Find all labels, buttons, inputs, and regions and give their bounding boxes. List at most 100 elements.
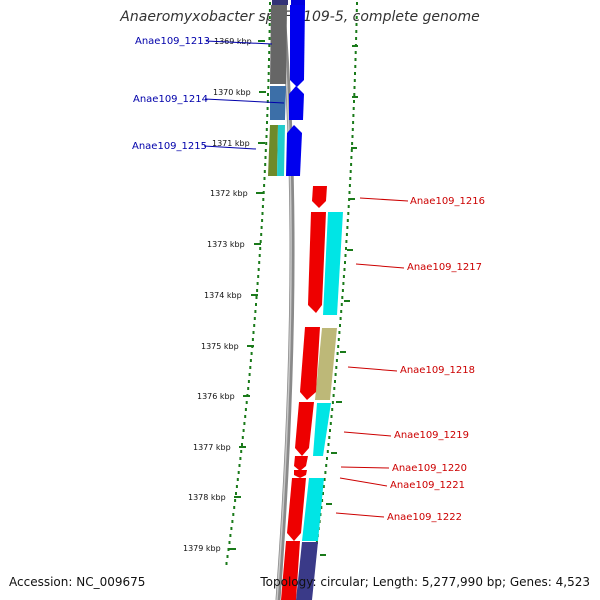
ring-dot bbox=[353, 86, 356, 89]
ring-dot bbox=[342, 275, 345, 278]
gene-arrow-1219[interactable] bbox=[295, 402, 314, 456]
ring-dot bbox=[334, 380, 336, 383]
kbp-label: 1378 kbp bbox=[188, 493, 226, 502]
kbp-label: 1376 kbp bbox=[197, 392, 235, 401]
kbp-label: 1372 kbp bbox=[210, 189, 248, 198]
gene-label-1213[interactable]: Anae109_1213 bbox=[135, 36, 210, 47]
ring-dot bbox=[331, 401, 334, 404]
ring-dot bbox=[350, 163, 353, 166]
ring-dot bbox=[324, 471, 327, 474]
ring-dot bbox=[228, 541, 231, 544]
cog-track bbox=[268, 5, 343, 600]
ring-dot bbox=[235, 485, 238, 488]
gene-labels-left: Anae109_1213 Anae109_1214 Anae109_1215 bbox=[132, 36, 285, 152]
ring-dot bbox=[255, 303, 257, 306]
forward-feature-top bbox=[272, 0, 305, 5]
ring-dot bbox=[355, 23, 358, 26]
ring-dot bbox=[335, 359, 338, 362]
gene-label-1216[interactable]: Anae109_1216 bbox=[410, 196, 485, 207]
ring-dot bbox=[257, 268, 260, 271]
ring-dot bbox=[323, 478, 326, 481]
ring-dot bbox=[348, 191, 351, 194]
ring-dot bbox=[345, 240, 348, 243]
ring-dot bbox=[268, 16, 271, 19]
kbp-label: 1374 kbp bbox=[204, 291, 242, 300]
ring-dot bbox=[355, 30, 358, 33]
ring-dot bbox=[264, 149, 267, 152]
ring-dot bbox=[253, 324, 256, 327]
ring-dot bbox=[330, 415, 333, 418]
ring-dot bbox=[355, 16, 358, 19]
ring-dot bbox=[248, 373, 251, 376]
gene-label-1220[interactable]: Anae109_1220 bbox=[392, 463, 467, 474]
ring-dot bbox=[261, 205, 264, 208]
ring-dot bbox=[337, 345, 340, 348]
ring-dot bbox=[338, 331, 341, 334]
gene-arrow-next bbox=[281, 541, 300, 600]
ring-dot bbox=[257, 275, 260, 278]
ring-dot bbox=[267, 65, 270, 68]
ring-dot bbox=[265, 142, 268, 145]
ring-dot bbox=[331, 408, 334, 411]
ring-dot bbox=[256, 282, 259, 285]
ring-dot bbox=[233, 506, 236, 509]
ring-dot bbox=[356, 2, 358, 5]
ring-dot bbox=[258, 254, 261, 257]
ring-dot bbox=[236, 478, 239, 481]
ring-dot bbox=[332, 394, 335, 397]
gene-label-1222[interactable]: Anae109_1222 bbox=[387, 512, 462, 523]
ring-dot bbox=[327, 443, 330, 446]
ring-dot bbox=[351, 135, 354, 138]
ring-dot bbox=[326, 450, 329, 453]
ring-dot bbox=[245, 401, 248, 404]
ring-dot bbox=[242, 429, 245, 432]
gene-label-1217[interactable]: Anae109_1217 bbox=[407, 262, 482, 273]
gene-arrow-1222[interactable] bbox=[287, 478, 306, 541]
gene-arrow-1218[interactable] bbox=[300, 327, 320, 400]
dotted-rings bbox=[225, 2, 358, 565]
ring-dot bbox=[351, 142, 354, 145]
gene-arrow-1214[interactable] bbox=[289, 86, 304, 120]
gene-label-1214[interactable]: Anae109_1214 bbox=[133, 94, 208, 105]
accession-text: Accession: NC_009675 bbox=[9, 575, 146, 589]
ring-dot bbox=[269, 2, 271, 5]
topology-text: Topology: circular; Length: 5,277,990 bp… bbox=[260, 575, 590, 589]
ring-dot bbox=[347, 205, 350, 208]
ring-dot bbox=[266, 114, 269, 117]
reverse-genes[interactable] bbox=[281, 186, 327, 600]
gene-label-1218[interactable]: Anae109_1218 bbox=[400, 365, 475, 376]
gene-label-1219[interactable]: Anae109_1219 bbox=[394, 430, 469, 441]
ring-dot bbox=[333, 387, 336, 390]
kbp-label: 1370 kbp bbox=[213, 88, 251, 97]
ring-dot bbox=[265, 128, 268, 131]
ring-dot bbox=[355, 9, 358, 12]
ring-dot bbox=[268, 44, 271, 47]
forward-genes[interactable] bbox=[286, 5, 305, 176]
ring-dot bbox=[250, 352, 253, 355]
gene-label-1221[interactable]: Anae109_1221 bbox=[390, 480, 465, 491]
ring-dot bbox=[225, 562, 228, 565]
ring-dot bbox=[347, 212, 350, 215]
ring-dot bbox=[247, 380, 250, 383]
gene-arrow-1221[interactable] bbox=[294, 470, 307, 478]
gene-label-1215[interactable]: Anae109_1215 bbox=[132, 141, 207, 152]
kbp-label: 1371 kbp bbox=[212, 139, 250, 148]
gene-arrow-1220[interactable] bbox=[294, 456, 308, 471]
ring-dot bbox=[340, 303, 343, 306]
kbp-label: 1379 kbp bbox=[183, 544, 221, 553]
ring-dot bbox=[336, 352, 339, 355]
ring-dot bbox=[265, 135, 268, 138]
ring-dot bbox=[348, 184, 351, 187]
ring-dot bbox=[232, 513, 235, 516]
gene-arrow-1216[interactable] bbox=[312, 186, 327, 208]
gene-arrow-1217[interactable] bbox=[308, 212, 326, 313]
gene-arrow-1215[interactable] bbox=[286, 125, 302, 176]
ring-dot bbox=[334, 373, 337, 376]
ring-dot bbox=[263, 177, 266, 180]
ring-dot bbox=[352, 114, 355, 117]
gene-arrow-1213[interactable] bbox=[290, 5, 305, 87]
ring-dot bbox=[322, 492, 324, 495]
ring-dot bbox=[354, 65, 357, 68]
gene-labels-right: Anae109_1216 Anae109_1217 Anae109_1218 A… bbox=[335, 196, 485, 523]
